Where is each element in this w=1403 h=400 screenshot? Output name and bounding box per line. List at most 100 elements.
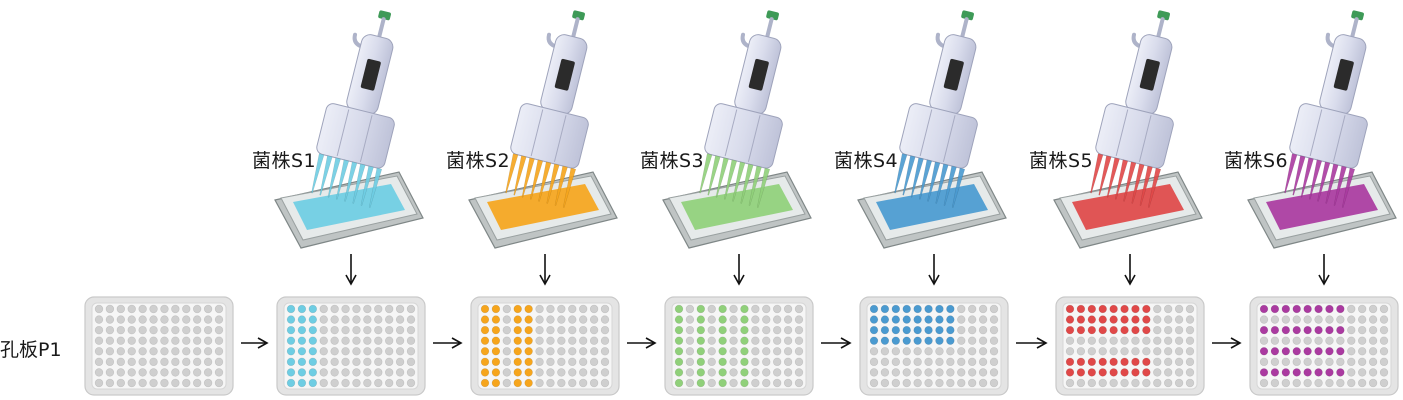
pipette-tip	[951, 167, 966, 208]
well	[1259, 378, 1269, 388]
well	[1153, 357, 1162, 367]
well	[696, 357, 706, 367]
well	[1142, 368, 1151, 377]
well	[395, 357, 405, 367]
well	[308, 368, 318, 377]
well	[524, 378, 533, 388]
well	[880, 347, 890, 356]
pipette-tip	[554, 165, 568, 206]
well	[989, 304, 999, 314]
well	[127, 315, 136, 324]
well	[1303, 315, 1312, 324]
well	[902, 347, 911, 356]
well	[989, 315, 999, 324]
well	[1259, 357, 1269, 367]
well	[913, 347, 922, 356]
well	[1065, 336, 1075, 345]
well	[192, 315, 202, 324]
well	[138, 357, 147, 367]
pipette-tip	[1333, 165, 1347, 206]
well	[491, 368, 501, 377]
well	[1368, 368, 1378, 377]
well	[685, 368, 695, 377]
pipette-tip	[927, 161, 941, 202]
pipette-tip	[344, 161, 358, 202]
down-arrow	[1318, 254, 1330, 286]
well	[330, 315, 339, 324]
well	[751, 315, 760, 324]
well	[384, 304, 394, 314]
well	[707, 336, 716, 345]
well	[869, 325, 879, 335]
well	[491, 304, 501, 314]
well	[740, 357, 749, 367]
well	[696, 336, 706, 345]
well	[891, 357, 901, 367]
well	[1174, 347, 1184, 356]
well	[160, 357, 169, 367]
well	[203, 336, 213, 345]
well	[171, 304, 180, 314]
well	[546, 347, 555, 356]
well	[1087, 357, 1097, 367]
well	[1120, 378, 1129, 388]
well	[967, 368, 977, 377]
well	[384, 357, 394, 367]
pipette-tip	[910, 157, 924, 198]
well	[1270, 304, 1280, 314]
step-arrow	[821, 337, 852, 349]
well	[589, 347, 599, 356]
well	[1314, 304, 1323, 314]
well	[902, 378, 911, 388]
plate-inner	[1256, 302, 1392, 390]
well	[924, 336, 933, 345]
well	[880, 336, 890, 345]
well	[171, 325, 180, 335]
pipette-tip	[740, 163, 754, 204]
well	[978, 368, 988, 377]
well	[707, 315, 716, 324]
well	[214, 336, 224, 345]
well	[578, 368, 588, 377]
well	[783, 325, 793, 335]
well	[406, 347, 416, 356]
plate-inner	[477, 302, 613, 390]
well	[1153, 315, 1162, 324]
well	[783, 357, 793, 367]
well	[557, 315, 566, 324]
well	[751, 336, 760, 345]
well	[794, 347, 804, 356]
reservoir-and-pipette-s3	[662, 10, 812, 249]
well	[138, 304, 147, 314]
well	[330, 357, 339, 367]
well	[578, 378, 588, 388]
well	[1357, 304, 1367, 314]
well-plate-0	[84, 296, 234, 396]
well	[535, 325, 544, 335]
well	[891, 304, 901, 314]
well-plate-1	[276, 296, 426, 396]
well	[319, 378, 328, 388]
well	[1153, 347, 1162, 356]
well	[1368, 315, 1378, 324]
well	[696, 315, 706, 324]
well	[491, 347, 501, 356]
well	[1174, 368, 1184, 377]
well	[1163, 357, 1173, 367]
well	[535, 336, 544, 345]
well	[946, 378, 955, 388]
well	[1325, 336, 1334, 345]
well	[203, 368, 213, 377]
well	[729, 325, 738, 335]
well	[989, 357, 999, 367]
well	[685, 336, 695, 345]
well	[1325, 315, 1334, 324]
well	[308, 378, 318, 388]
pipette-tip	[521, 157, 535, 198]
well	[740, 325, 749, 335]
pipette-block	[316, 103, 395, 169]
well	[182, 336, 191, 345]
well	[524, 347, 533, 356]
well	[880, 378, 890, 388]
pipette-tip	[1090, 153, 1104, 194]
